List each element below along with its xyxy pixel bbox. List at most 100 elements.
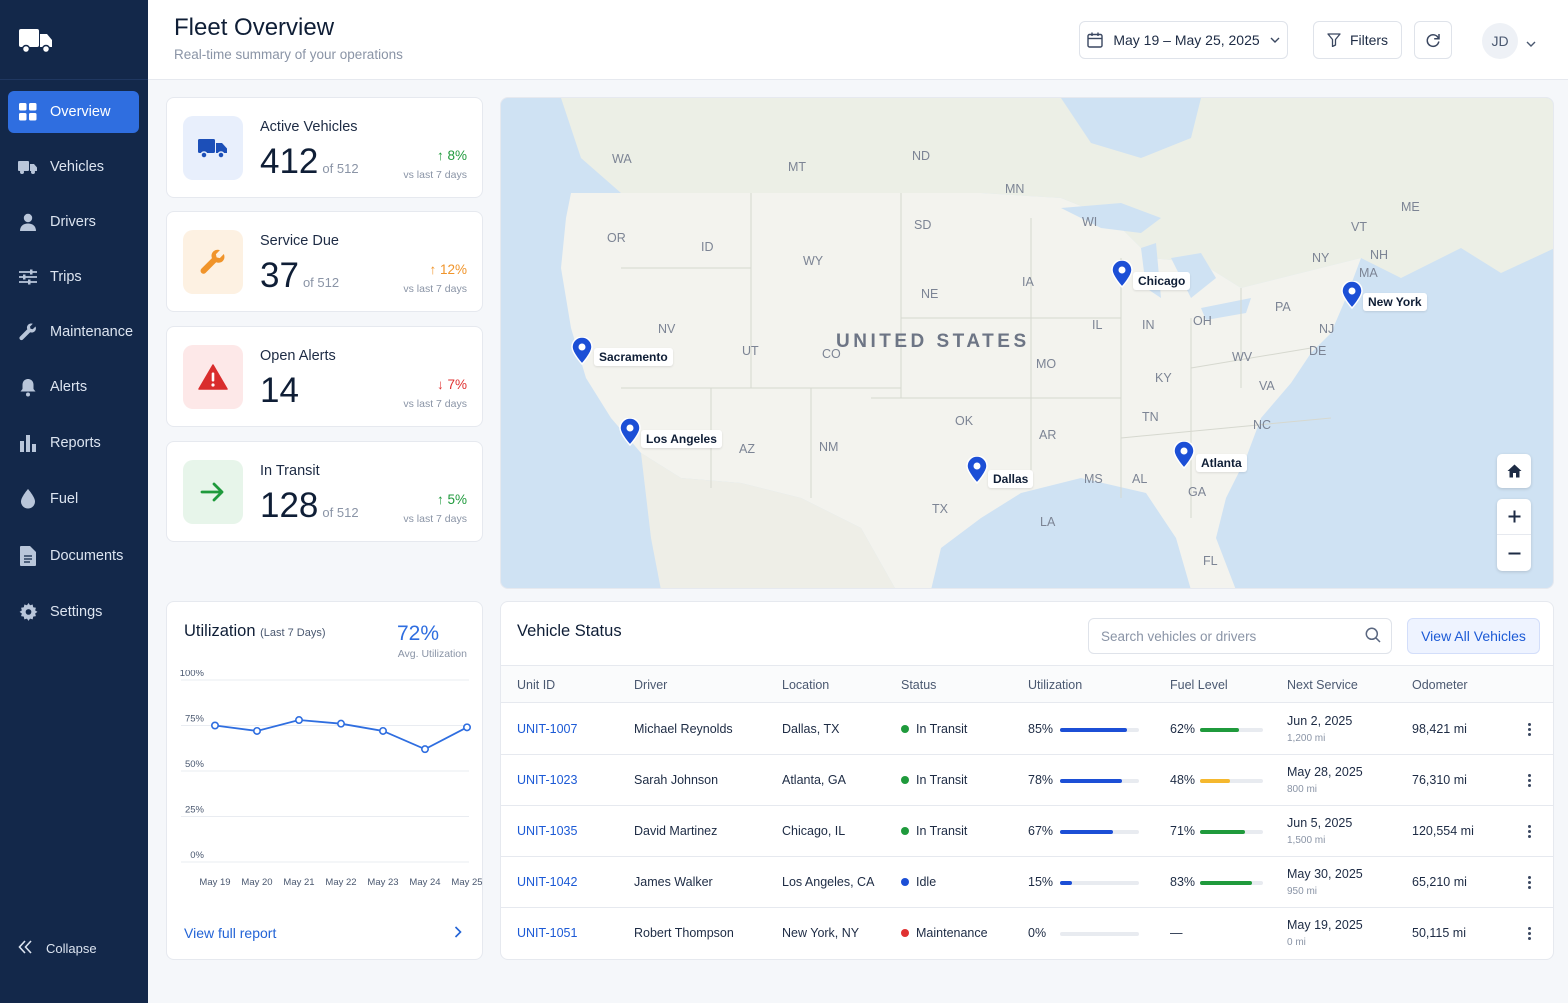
odometer: 98,421 mi — [1412, 722, 1467, 736]
table-row[interactable]: UNIT-1007 Michael Reynolds Dallas, TX In Tr… — [501, 704, 1553, 755]
data-point — [462, 723, 471, 732]
utilization-bar — [1060, 932, 1139, 936]
unit-id-link[interactable]: UNIT-1035 — [517, 824, 578, 838]
data-point — [421, 745, 430, 754]
unit-id-link[interactable]: UNIT-1007 — [517, 722, 578, 736]
filters-label: Filters — [1349, 32, 1389, 48]
stat-card-open-alerts[interactable]: Open Alerts 14 ↓ 7% vs last 7 days — [166, 326, 483, 427]
sidebar-item-alerts[interactable]: Alerts — [8, 366, 139, 408]
vehicle-search-input[interactable] — [1088, 618, 1392, 654]
sidebar-item-vehicles[interactable]: Vehicles — [8, 146, 139, 188]
status-dot — [901, 878, 909, 886]
driver-name: James Walker — [634, 875, 713, 889]
next-service-date: May 30, 2025 — [1287, 867, 1363, 881]
chevron-down-icon[interactable] — [1526, 34, 1536, 52]
stat-card-active-vehicles[interactable]: Active Vehicles 412 of 512 ↑ 8% vs last 7… — [166, 97, 483, 198]
warning-icon — [183, 345, 243, 409]
zoom-in-button[interactable] — [1497, 499, 1531, 535]
map-state-label: IN — [1142, 318, 1155, 332]
more-options-icon[interactable] — [1523, 873, 1535, 891]
table-row[interactable]: UNIT-1035 David Martinez Chicago, IL In Tra… — [501, 806, 1553, 857]
view-all-vehicles-button[interactable]: View All Vehicles — [1407, 618, 1540, 654]
sidebar-item-maintenance[interactable]: Maintenance — [8, 311, 139, 353]
column-header[interactable]: Unit ID — [517, 678, 556, 692]
sidebar-item-reports[interactable]: Reports — [8, 422, 139, 464]
sidebar-item-overview[interactable]: Overview — [8, 91, 139, 133]
fleet-map[interactable]: UNITED STATES WA OR ID MT ND SD WY NE NV… — [500, 97, 1554, 589]
map-state-label: NH — [1370, 248, 1389, 262]
column-header[interactable]: Fuel Level — [1170, 678, 1228, 692]
map-state-label: MA — [1359, 266, 1378, 280]
sidebar-item-fuel[interactable]: Fuel — [8, 478, 139, 520]
stat-card-service-due[interactable]: Service Due 37 of 512 ↑ 12% vs last 7 day… — [166, 211, 483, 312]
map-pin-icon[interactable] — [1341, 280, 1363, 314]
map-pin-icon[interactable] — [1173, 440, 1195, 474]
map-state-label: AL — [1132, 472, 1148, 486]
date-range-picker[interactable]: May 19 – May 25, 2025 — [1079, 21, 1288, 59]
map-pin-icon[interactable] — [619, 417, 641, 451]
user-avatar[interactable]: JD — [1482, 23, 1518, 59]
map-state-label: ME — [1401, 200, 1420, 214]
table-row[interactable]: UNIT-1023 Sarah Johnson Atlanta, GA In Tran… — [501, 755, 1553, 806]
stat-value: 37 of 512 — [260, 256, 340, 295]
map-pin-icon[interactable] — [571, 336, 593, 370]
table-row[interactable]: UNIT-1042 James Walker Los Angeles, CA Idle… — [501, 857, 1553, 908]
stat-change: ↑ 5% — [436, 492, 467, 507]
fuel-level-value: 48% — [1170, 773, 1196, 787]
more-options-icon[interactable] — [1523, 720, 1535, 738]
home-icon — [1507, 464, 1522, 478]
utilization-value: 0% — [1028, 926, 1047, 940]
column-header[interactable]: Status — [901, 678, 937, 692]
map-state-label: NE — [921, 287, 939, 301]
sidebar-item-documents[interactable]: Documents — [8, 535, 139, 577]
column-header[interactable]: Location — [782, 678, 830, 692]
stat-label: Service Due — [260, 233, 339, 249]
stat-comparison: vs last 7 days — [403, 169, 467, 181]
sidebar-item-drivers[interactable]: Drivers — [8, 201, 139, 243]
map-state-label: NY — [1312, 251, 1330, 265]
refresh-button[interactable] — [1414, 21, 1452, 59]
unit-id-link[interactable]: UNIT-1051 — [517, 926, 578, 940]
chevron-right-icon[interactable] — [454, 925, 462, 943]
column-header[interactable]: Driver — [634, 678, 668, 692]
map-state-label: TX — [932, 502, 948, 516]
stat-change: ↑ 8% — [436, 148, 467, 163]
document-icon — [18, 546, 38, 566]
fuel-level-value: 62% — [1170, 722, 1196, 736]
map-state-label: WA — [612, 152, 632, 166]
sidebar-item-trips[interactable]: Trips — [8, 256, 139, 298]
sidebar-item-settings[interactable]: Settings — [8, 591, 139, 633]
status-dot — [901, 929, 909, 937]
map-pin-icon[interactable] — [1111, 259, 1133, 293]
status-dot — [901, 725, 909, 733]
collapse-button[interactable]: Collapse — [18, 940, 97, 957]
column-header[interactable]: Next Service — [1287, 678, 1358, 692]
zoom-out-button[interactable] — [1497, 535, 1531, 571]
next-service-distance: 0 mi — [1287, 937, 1306, 948]
stat-change: ↑ 12% — [429, 262, 467, 277]
more-options-icon[interactable] — [1523, 771, 1535, 789]
sidebar-item-label: Documents — [50, 548, 124, 564]
app-logo[interactable] — [0, 0, 148, 80]
stat-value: 14 — [260, 371, 299, 410]
unit-id-link[interactable]: UNIT-1023 — [517, 773, 578, 787]
filters-button[interactable]: Filters — [1313, 21, 1402, 59]
stat-value: 412 of 512 — [260, 142, 359, 181]
map-pin-icon[interactable] — [966, 455, 988, 489]
map-home-button[interactable] — [1497, 454, 1531, 488]
column-header[interactable]: Utilization — [1028, 678, 1083, 692]
next-service-date: May 19, 2025 — [1287, 918, 1363, 932]
view-full-report-link[interactable]: View full report — [184, 925, 277, 941]
table-row[interactable]: UNIT-1051 Robert Thompson New York, NY Main… — [501, 908, 1553, 959]
stat-card-in-transit[interactable]: In Transit 128 of 512 ↑ 5% vs last 7 days — [166, 441, 483, 542]
minus-icon — [1508, 547, 1521, 560]
next-service-distance: 1,200 mi — [1287, 733, 1326, 744]
fuel-level-bar — [1200, 779, 1263, 783]
more-options-icon[interactable] — [1523, 822, 1535, 840]
unit-id-link[interactable]: UNIT-1042 — [517, 875, 578, 889]
column-header[interactable]: Odometer — [1412, 678, 1468, 692]
fuel-level-value: — — [1170, 926, 1183, 940]
more-options-icon[interactable] — [1523, 924, 1535, 942]
utilization-value: 85% — [1028, 722, 1054, 736]
vehicle-status-title: Vehicle Status — [517, 622, 622, 640]
